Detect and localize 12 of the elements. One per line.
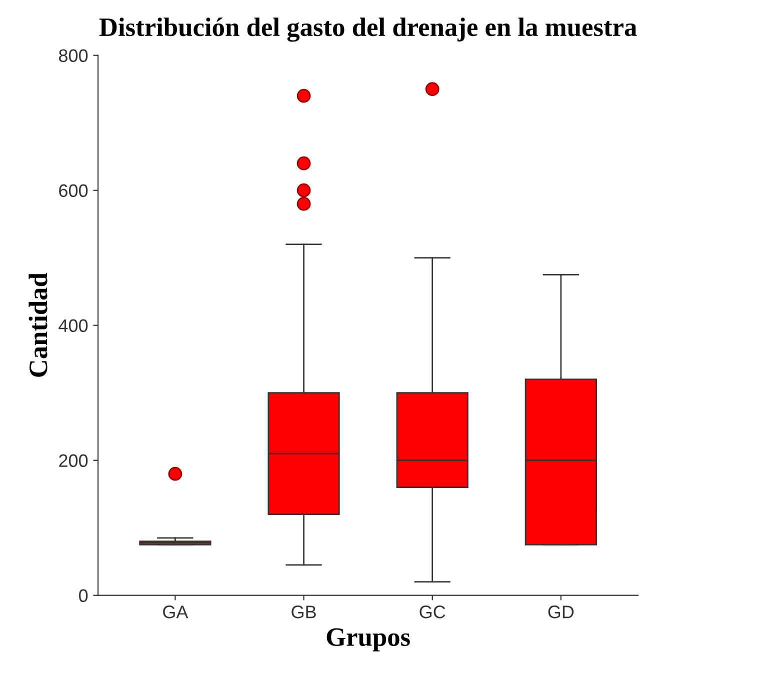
- x-tick-label: GD: [548, 606, 574, 618]
- chart-title: Distribución del gasto del drenaje en la muestra: [99, 18, 637, 42]
- y-tick-label: 400: [58, 319, 88, 332]
- y-tick-label: 200: [59, 454, 88, 468]
- x-tick-label: GB: [292, 606, 316, 618]
- y-tick-label: 0: [78, 589, 88, 602]
- x-tick-label: GA: [163, 606, 188, 618]
- y-tick-label: 800: [58, 49, 88, 62]
- x-axis-title: Grupos: [326, 628, 410, 652]
- y-tick-label: 600: [59, 184, 88, 198]
- y-axis-title: Cantidad: [28, 272, 48, 377]
- x-tick-label: GC: [420, 606, 446, 618]
